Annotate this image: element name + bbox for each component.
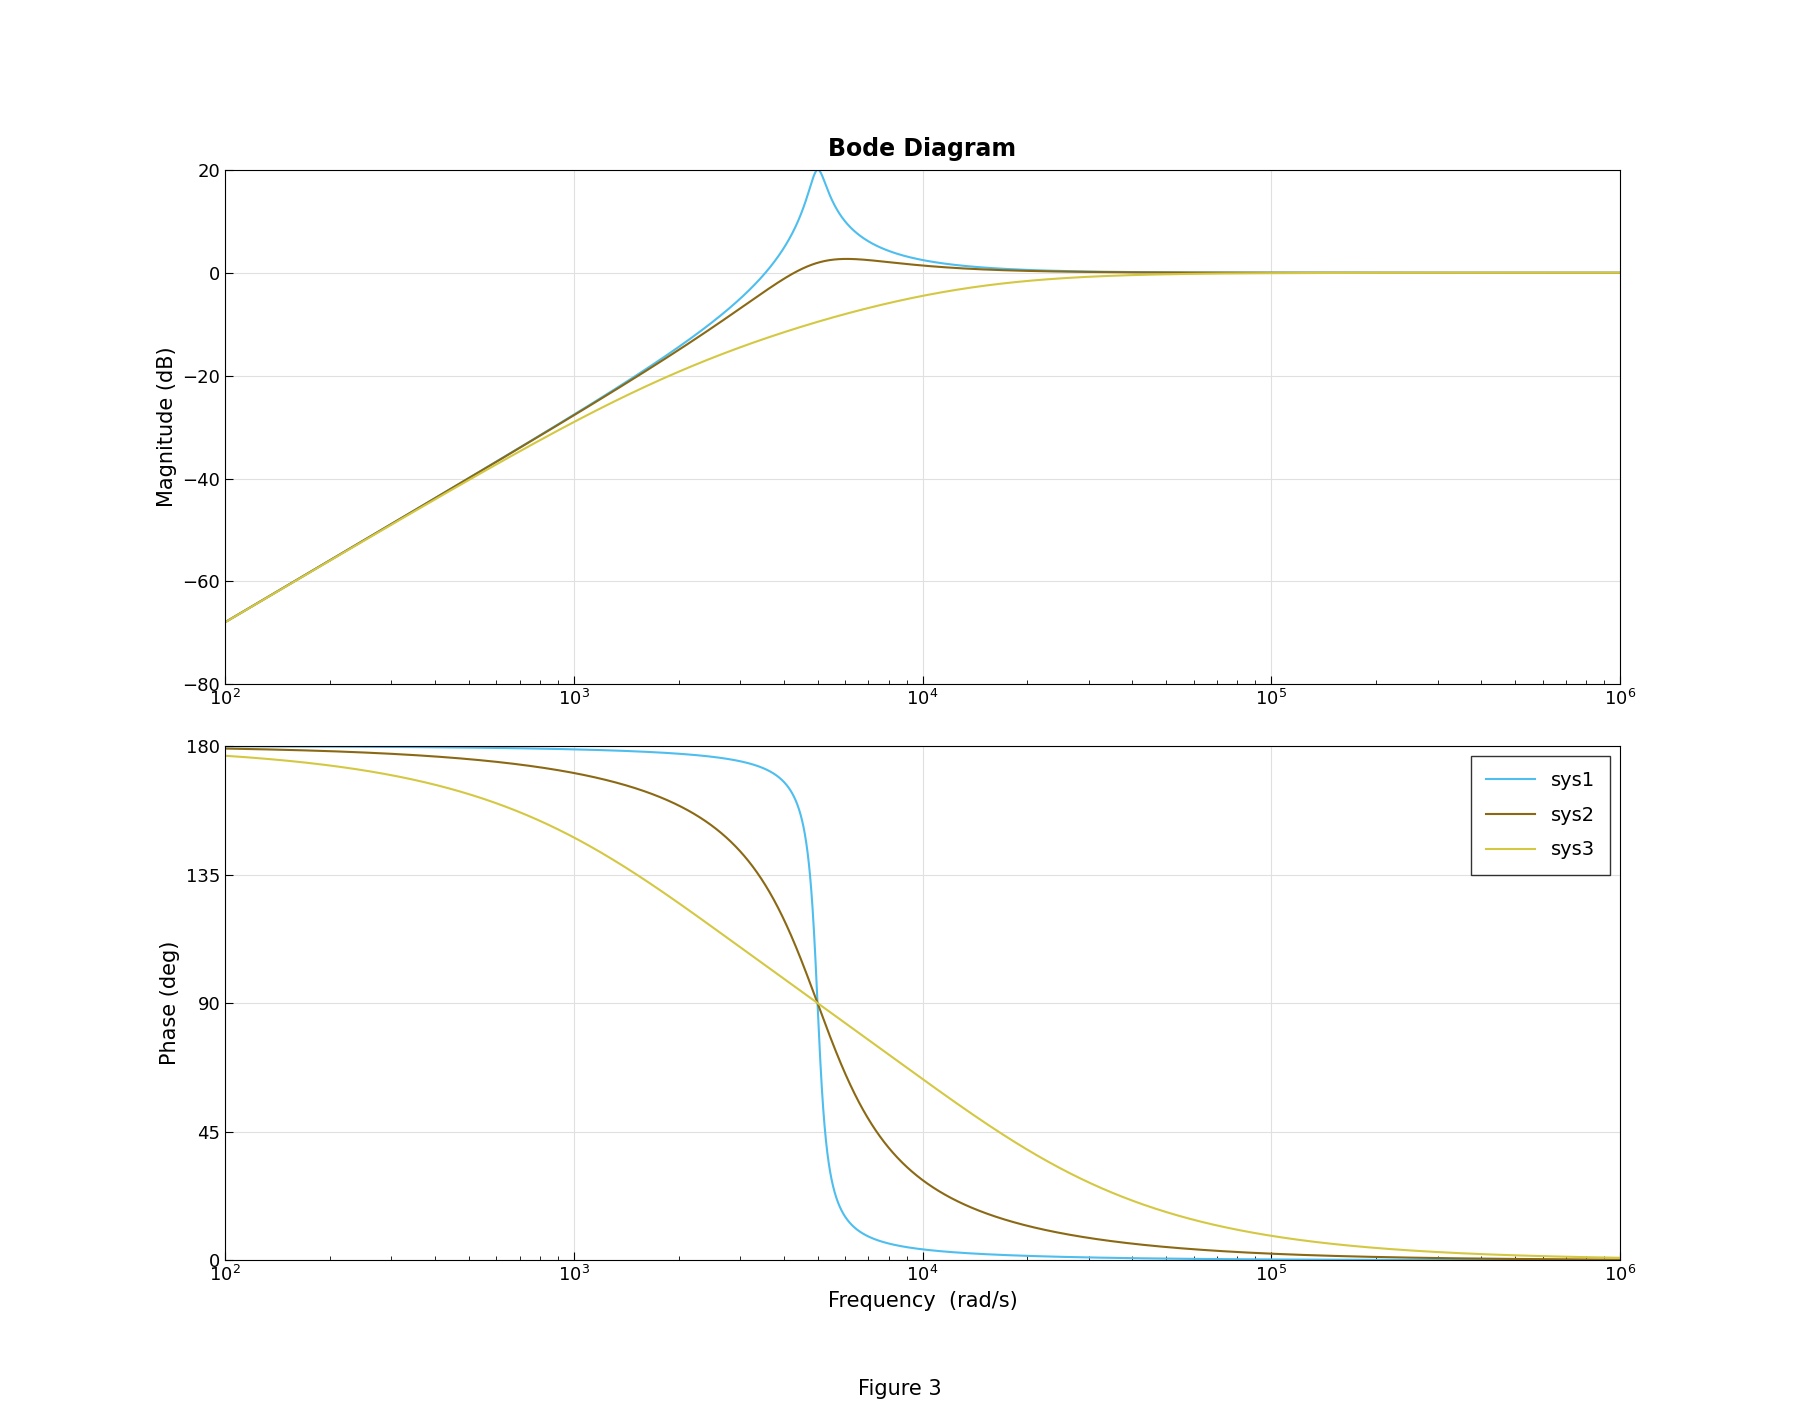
Legend: sys1, sys2, sys3: sys1, sys2, sys3 [1471, 756, 1611, 875]
sys1 [1040, 1247, 1062, 1264]
sys2 [720, 833, 742, 850]
sys3 [214, 748, 236, 765]
sys3 [284, 753, 306, 770]
sys2 [1040, 1222, 1062, 1239]
X-axis label: Frequency  (rad/s): Frequency (rad/s) [828, 1291, 1017, 1311]
sys2 [1100, 1232, 1121, 1249]
Y-axis label: Magnitude (dB): Magnitude (dB) [157, 347, 176, 507]
Text: Figure 3: Figure 3 [859, 1379, 941, 1399]
sys3 [1040, 1154, 1062, 1171]
sys1 [1100, 1249, 1121, 1266]
sys1 [214, 738, 236, 755]
Line: sys2: sys2 [225, 749, 1620, 1260]
sys3 [720, 932, 742, 949]
sys2 [1249, 1245, 1271, 1262]
sys1 [1323, 1252, 1345, 1269]
sys2 [214, 741, 236, 758]
Line: sys3: sys3 [225, 756, 1620, 1257]
sys3 [1100, 1184, 1121, 1201]
sys3 [1249, 1225, 1271, 1242]
Line: sys1: sys1 [225, 746, 1620, 1260]
sys2 [1323, 1247, 1345, 1264]
sys1 [284, 738, 306, 755]
sys1 [1609, 1252, 1631, 1269]
Title: Bode Diagram: Bode Diagram [828, 137, 1017, 161]
sys2 [1609, 1252, 1631, 1269]
sys2 [284, 742, 306, 759]
sys3 [1323, 1236, 1345, 1253]
sys3 [1609, 1249, 1631, 1266]
Y-axis label: Phase (deg): Phase (deg) [160, 940, 180, 1065]
sys1 [720, 750, 742, 767]
sys1 [1249, 1250, 1271, 1267]
